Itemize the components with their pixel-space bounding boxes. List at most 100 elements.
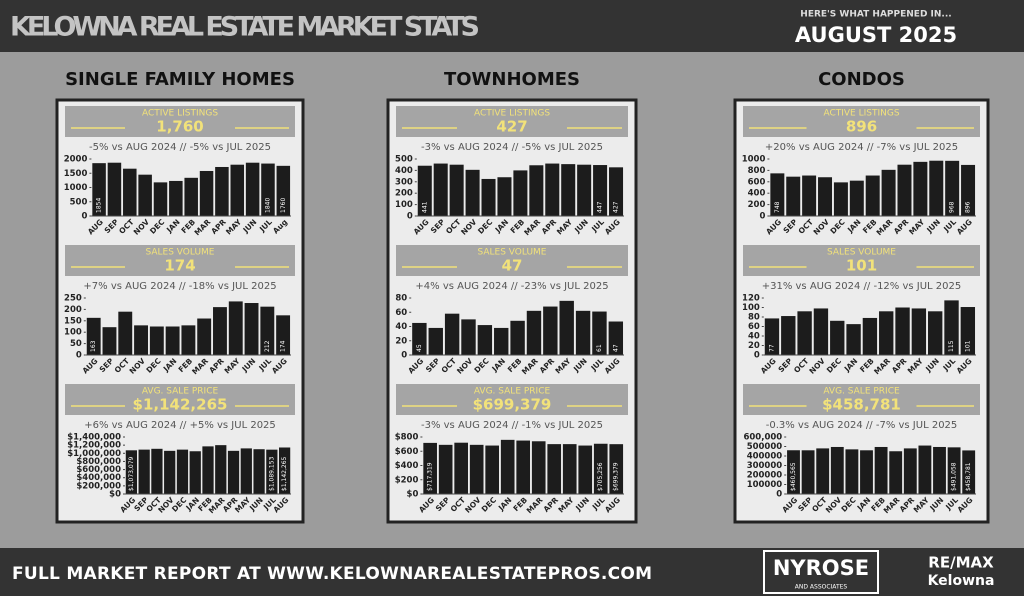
- stat-comparison: +20% vs AUG 2024 // -7% vs JUL 2025: [765, 142, 958, 153]
- bar: [481, 178, 496, 216]
- y-tick-label: $1,200,000: [67, 441, 121, 451]
- y-tick-label: $1,400,000: [67, 433, 121, 443]
- bar: [184, 177, 198, 216]
- bar: [962, 450, 976, 494]
- bar: [189, 451, 201, 494]
- bar: [438, 444, 453, 494]
- bar: [562, 444, 577, 494]
- footer-text: FULL MARKET REPORT AT WWW.KELOWNAREALEST…: [12, 564, 652, 584]
- bar: [202, 446, 214, 494]
- stat-title: ACTIVE LISTINGS: [823, 109, 899, 119]
- value-label: 45: [416, 344, 423, 352]
- bar: [918, 445, 932, 494]
- bar: [412, 322, 427, 355]
- value-label: 447: [597, 201, 604, 213]
- bar: [449, 164, 464, 216]
- bar: [933, 446, 946, 494]
- stat-headline: 174: [164, 257, 195, 275]
- bar: [213, 307, 227, 355]
- stat-comparison: -3% vs AUG 2024 // -5% vs JUL 2025: [421, 142, 603, 153]
- section-title: SINGLE FAMILY HOMES: [65, 69, 295, 90]
- bar: [260, 306, 275, 355]
- y-tick-label: 200: [395, 189, 413, 199]
- stat-headline: 427: [496, 118, 527, 136]
- y-tick-label: 200000: [747, 471, 783, 481]
- bar: [947, 447, 961, 494]
- bar: [874, 446, 888, 494]
- y-tick-label: 60: [748, 322, 760, 332]
- y-tick-label: $400,000: [76, 473, 121, 483]
- bar: [593, 443, 608, 494]
- y-tick-label: 0: [776, 490, 782, 500]
- bar: [164, 450, 176, 494]
- header-bar: [0, 0, 1024, 52]
- bar: [276, 165, 291, 216]
- footer-bar: [0, 548, 1024, 596]
- bar: [781, 316, 796, 355]
- stat-comparison: +4% vs AUG 2024 // -23% vs JUL 2025: [415, 281, 608, 292]
- y-tick-label: 40: [748, 332, 760, 342]
- bar: [278, 447, 291, 494]
- value-label: 968: [949, 201, 956, 213]
- bar: [465, 169, 480, 216]
- bar: [253, 449, 265, 494]
- bar: [543, 306, 558, 355]
- value-label: $699,379: [613, 462, 620, 491]
- bar: [230, 164, 245, 216]
- value-label: $705,256: [597, 462, 604, 491]
- bar: [845, 449, 859, 494]
- bar: [944, 300, 959, 355]
- bar: [913, 161, 928, 216]
- y-tick-label: 250: [64, 294, 82, 304]
- bar: [830, 320, 845, 355]
- bar: [228, 301, 243, 355]
- bar: [500, 439, 515, 494]
- bar: [176, 449, 189, 494]
- bar: [240, 448, 252, 494]
- bar: [547, 444, 562, 494]
- bar: [526, 310, 542, 355]
- bar: [125, 450, 138, 494]
- stat-comparison: +6% vs AUG 2024 // +5% vs JUL 2025: [84, 420, 276, 431]
- bar: [846, 324, 861, 355]
- bar: [153, 182, 168, 216]
- logo-remax: RE/MAX: [928, 554, 994, 572]
- bar: [86, 317, 101, 355]
- value-label: $460,565: [790, 462, 797, 491]
- bar: [215, 166, 229, 216]
- y-tick-label: $800,000: [76, 457, 121, 467]
- bar: [578, 445, 593, 494]
- value-label: 61: [596, 344, 603, 352]
- bar: [862, 317, 878, 355]
- stat-headline: 896: [846, 118, 877, 136]
- value-label: 896: [965, 201, 972, 213]
- bar: [423, 442, 437, 494]
- bar: [929, 160, 944, 216]
- value-label: $458,781: [965, 462, 972, 491]
- header-period: AUGUST 2025: [795, 23, 957, 47]
- bar: [545, 163, 560, 216]
- bar: [169, 180, 183, 216]
- y-tick-label: 500: [395, 155, 413, 165]
- value-label: $491,058: [951, 462, 958, 491]
- y-tick-label: 200: [748, 200, 766, 210]
- y-tick-label: 100: [395, 200, 413, 210]
- y-tick-label: $0: [407, 490, 419, 500]
- value-label: 115: [948, 340, 955, 352]
- bar: [107, 162, 122, 216]
- bar: [770, 173, 785, 216]
- stat-comparison: -3% vs AUG 2024 // -1% vs JUL 2025: [421, 420, 603, 431]
- bar: [138, 174, 152, 216]
- bar: [860, 450, 873, 494]
- bar: [531, 441, 546, 494]
- bar: [516, 440, 531, 494]
- bar: [510, 320, 525, 355]
- y-tick-label: 1000: [64, 183, 88, 193]
- bar: [199, 170, 214, 216]
- logo-nyrose-sub: AND ASSOCIATES: [795, 584, 848, 591]
- bar: [513, 170, 528, 216]
- bar: [865, 175, 880, 216]
- value-label: 47: [612, 344, 619, 352]
- bar: [593, 165, 608, 216]
- stat-title: AVG. SALE PRICE: [474, 387, 551, 397]
